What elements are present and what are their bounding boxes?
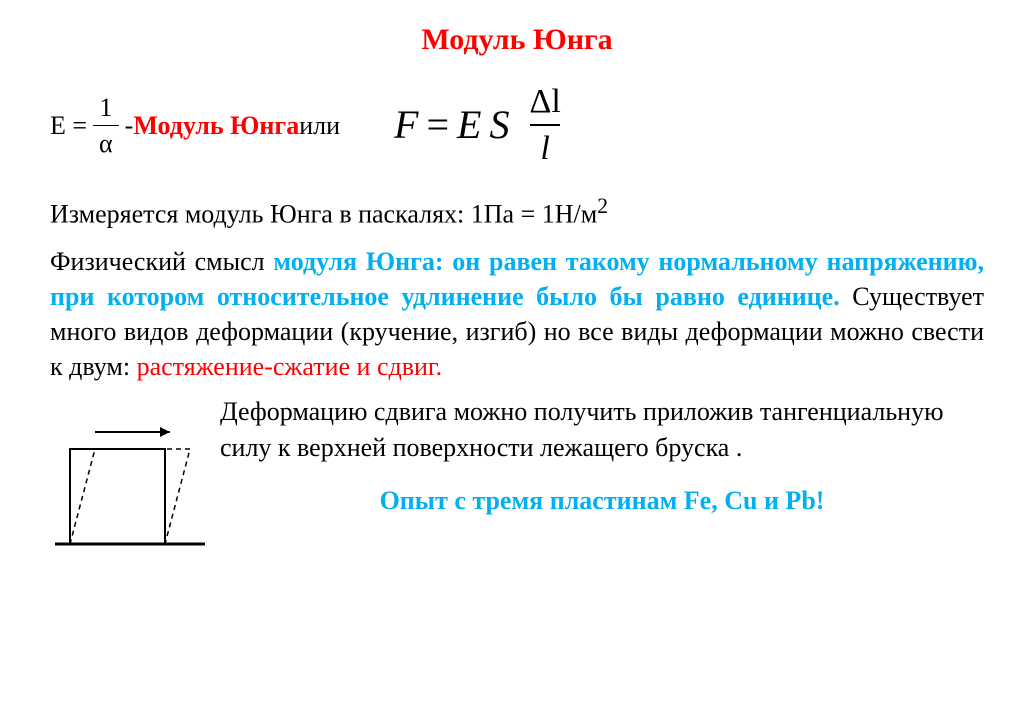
- lower-text-col: Деформацию сдвига можно получить приложи…: [220, 394, 984, 517]
- sym-eq: =: [426, 98, 449, 152]
- frac-num-dl: Δl: [519, 79, 570, 125]
- shear-diagram: [50, 394, 220, 563]
- p1-t1: Физический смысл: [50, 247, 273, 276]
- label-young-modulus: Модуль Юнга: [133, 108, 299, 143]
- measure-text: Измеряется модуль Юнга в паскалях: 1Па =…: [50, 200, 597, 229]
- sym-F: F: [394, 98, 418, 152]
- fraction-dl-l: Δl l: [519, 79, 570, 173]
- formula-row: E = 1 α - Модуль Юнга или F = E S Δl l: [50, 79, 984, 173]
- lhs-E: E =: [50, 108, 87, 143]
- fraction-1-alpha: 1 α: [93, 90, 119, 161]
- formula-right: F = E S Δl l: [390, 79, 577, 173]
- shear-paragraph: Деформацию сдвига можно получить приложи…: [220, 394, 984, 464]
- page-title: Модуль Юнга: [50, 20, 984, 61]
- dash: -: [125, 108, 134, 143]
- frac-den-l: l: [530, 124, 559, 172]
- lower-row: Деформацию сдвига можно получить приложи…: [50, 394, 984, 563]
- main-paragraph: Физический смысл модуля Юнга: он равен т…: [50, 244, 984, 384]
- frac-den: α: [93, 125, 119, 161]
- experiment-line: Опыт с тремя пластинам Fe, Cu и Pb!: [220, 483, 984, 518]
- sym-E: E: [457, 98, 481, 152]
- label-or: или: [299, 108, 340, 143]
- frac-num: 1: [93, 90, 118, 125]
- measure-line: Измеряется модуль Юнга в паскалях: 1Па =…: [50, 192, 984, 232]
- measure-sup: 2: [597, 194, 608, 218]
- formula-left: E = 1 α - Модуль Юнга или: [50, 90, 340, 161]
- p1-red: растяжение-сжатие и сдвиг.: [137, 352, 443, 381]
- sym-S: S: [489, 98, 509, 152]
